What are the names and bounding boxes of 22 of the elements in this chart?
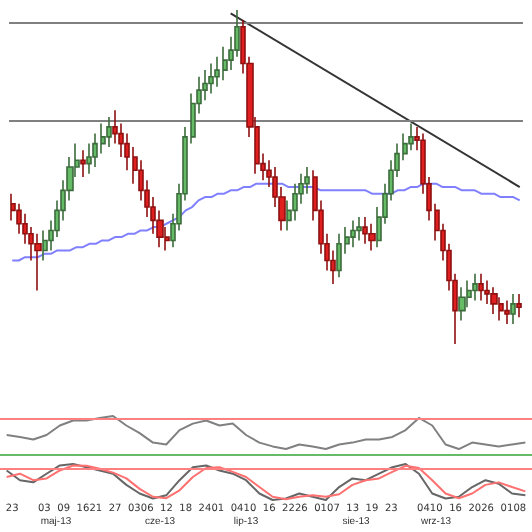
candlestick xyxy=(408,122,414,152)
candlestick xyxy=(362,216,368,245)
candlestick xyxy=(478,273,484,302)
candlestick xyxy=(472,273,478,302)
candlestick xyxy=(356,216,362,242)
candlestick xyxy=(510,293,516,325)
candlestick xyxy=(350,219,356,248)
candlestick xyxy=(222,45,228,81)
candlestick xyxy=(490,286,498,315)
candlestick xyxy=(368,222,376,252)
candlestick xyxy=(92,132,98,168)
candlestick xyxy=(80,149,86,178)
candlestick xyxy=(516,293,522,319)
candlestick xyxy=(208,62,214,95)
candlestick xyxy=(214,55,220,88)
candlestick xyxy=(458,286,466,322)
candlestick xyxy=(86,142,92,175)
candlestick xyxy=(34,232,42,292)
candlestick xyxy=(106,116,112,148)
candlestick xyxy=(292,182,298,222)
candlestick xyxy=(504,299,510,325)
candlestick xyxy=(336,232,342,278)
